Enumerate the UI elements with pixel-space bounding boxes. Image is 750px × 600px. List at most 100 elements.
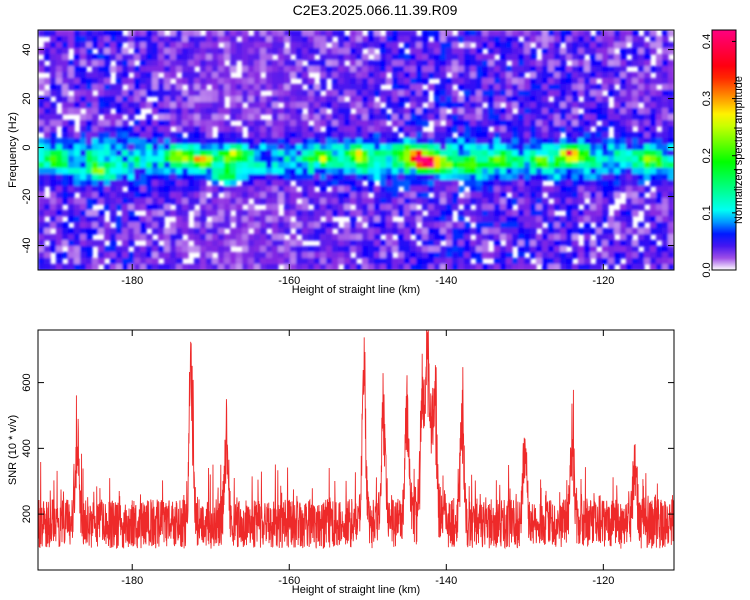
heatmap-cell [350, 198, 357, 205]
heatmap-cell [188, 138, 195, 145]
heatmap-cell [518, 246, 525, 253]
heatmap-cell [458, 186, 465, 193]
heatmap-cell [560, 204, 567, 211]
heatmap-cell [122, 192, 129, 199]
heatmap-cell [230, 138, 237, 145]
heatmap-cell [614, 228, 621, 235]
heatmap-cell [644, 60, 651, 67]
heatmap-cell [566, 108, 573, 115]
heatmap-cell [284, 198, 291, 205]
heatmap-cell [200, 234, 207, 241]
heatmap-cell [128, 168, 135, 175]
heatmap-cell [416, 120, 423, 127]
heatmap-cell [392, 48, 399, 55]
heatmap-cell [362, 120, 369, 127]
heatmap-cell [86, 138, 93, 145]
heatmap-cell [602, 234, 609, 241]
heatmap-cell [380, 144, 387, 151]
heatmap-cell [632, 48, 639, 55]
heatmap-cell [128, 180, 135, 187]
heatmap-cell [578, 246, 585, 253]
heatmap-cell [512, 132, 519, 139]
heatmap-cell [638, 36, 645, 43]
heatmap-cell [560, 78, 567, 85]
heatmap-cell [428, 222, 435, 229]
heatmap-cell [416, 264, 423, 270]
heatmap-cell [656, 66, 663, 73]
heatmap-cell [620, 120, 627, 127]
heatmap-cell [464, 90, 471, 97]
heatmap-cell [326, 66, 333, 73]
heatmap-cell [50, 144, 57, 151]
heatmap-cell [146, 48, 153, 55]
heatmap-cell [626, 120, 633, 127]
heatmap-cell [560, 114, 567, 121]
heatmap-cell [80, 126, 87, 133]
heatmap-cell [506, 138, 513, 145]
heatmap-cell [140, 36, 147, 43]
heatmap-cell [332, 156, 339, 163]
heatmap-cell [260, 264, 267, 270]
heatmap-cell [572, 60, 579, 67]
heatmap-cell [500, 78, 507, 85]
heatmap-cell [476, 132, 483, 139]
heatmap-cell [668, 84, 674, 91]
heatmap-cell [158, 198, 165, 205]
heatmap-cell [614, 72, 621, 79]
heatmap-cell [164, 240, 171, 247]
heatmap-cell [206, 186, 213, 193]
heatmap-cell [434, 54, 441, 61]
heatmap-cell [182, 246, 189, 253]
heatmap-cell [212, 120, 219, 127]
heatmap-cell [320, 174, 327, 181]
heatmap-cell [230, 150, 237, 157]
heatmap-cell [500, 216, 507, 223]
heatmap-cell [332, 132, 339, 139]
heatmap-cell [284, 150, 291, 157]
heatmap-cell [386, 234, 393, 241]
heatmap-cell [416, 174, 423, 181]
heatmap-cell [620, 132, 627, 139]
heatmap-cell [506, 252, 513, 259]
heatmap-cell [422, 186, 429, 193]
heatmap-cell [572, 48, 579, 55]
heatmap-cell [254, 102, 261, 109]
heatmap-cell [92, 168, 99, 175]
heatmap-cell [218, 186, 225, 193]
heatmap-cell [290, 234, 297, 241]
heatmap-cell [326, 264, 333, 270]
heatmap-cell [134, 126, 141, 133]
heatmap-cell [422, 228, 429, 235]
heatmap-cell [254, 114, 261, 121]
heatmap-cell [488, 60, 495, 67]
heatmap-cell [356, 126, 363, 133]
heatmap-cell [278, 156, 285, 163]
heatmap-cell [416, 54, 423, 61]
heatmap-cell [416, 156, 423, 163]
heatmap-cell [146, 180, 153, 187]
heatmap-cell [602, 156, 609, 163]
heatmap-cell [194, 216, 201, 223]
figure-title: C2E3.2025.066.11.39.R09 [292, 2, 458, 18]
heatmap-cell [218, 150, 225, 157]
heatmap-cell [38, 150, 45, 157]
heatmap-cell [230, 90, 237, 97]
heatmap-cell [62, 54, 69, 61]
heatmap-cell [578, 102, 585, 109]
heatmap-cell [134, 84, 141, 91]
heatmap-cell [194, 186, 201, 193]
heatmap-cell [668, 42, 674, 49]
heatmap-cell [638, 198, 645, 205]
heatmap-cell [116, 264, 123, 270]
heatmap-cell [326, 258, 333, 265]
heatmap-cell [548, 234, 555, 241]
heatmap-cell [248, 192, 255, 199]
heatmap-cell [218, 84, 225, 91]
heatmap-cell [374, 108, 381, 115]
heatmap-cell [596, 84, 603, 91]
heatmap-cell [272, 126, 279, 133]
heatmap-cell [308, 60, 315, 67]
heatmap-cell [50, 42, 57, 49]
heatmap-cell [218, 72, 225, 79]
heatmap-cell [152, 138, 159, 145]
